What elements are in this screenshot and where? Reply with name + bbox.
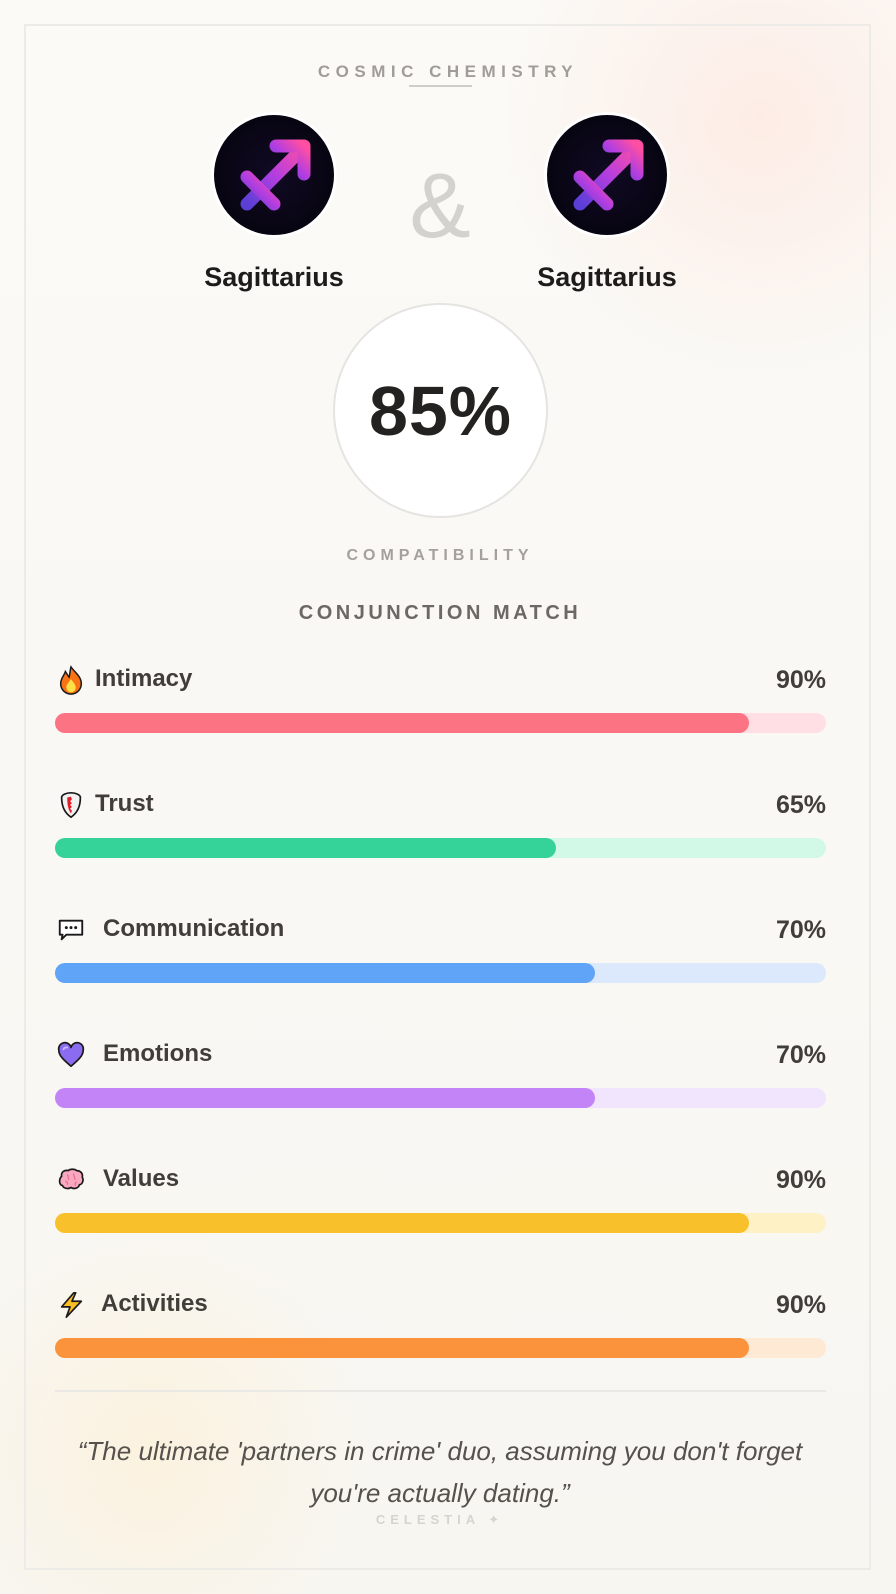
progress-fill — [55, 713, 749, 733]
header-title: COSMIC CHEMISTRY — [317, 62, 579, 81]
divider — [55, 1390, 826, 1392]
metric-trust: Trust 65% — [55, 787, 826, 858]
metric-activities: Activities 90% — [55, 1287, 826, 1358]
sign-name-right: Sagittarius — [537, 262, 677, 292]
metric-value: 65% — [775, 791, 826, 819]
metric-intimacy: Intimacy 90% — [55, 662, 826, 733]
card-frame — [24, 24, 871, 1570]
progress-fill — [55, 838, 557, 858]
sign-avatar-right — [547, 115, 667, 235]
progress-track — [55, 1338, 826, 1358]
metric-label: Communication — [103, 915, 285, 942]
metric-communication: Communication 70% — [55, 912, 826, 983]
metric-value: 70% — [775, 916, 826, 944]
sign-avatar-left — [214, 115, 334, 235]
sagittarius-icon — [573, 139, 644, 211]
brand-watermark: CELESTIA ✦ — [375, 1512, 505, 1527]
section-title: CONJUNCTION MATCH — [298, 602, 582, 624]
progress-track — [55, 1213, 826, 1233]
progress-fill — [55, 1213, 749, 1233]
metric-values: Values 90% — [55, 1162, 826, 1233]
metric-value: 90% — [775, 1166, 826, 1194]
sign-name-left: Sagittarius — [204, 262, 344, 292]
metric-label: Trust — [95, 790, 154, 817]
progress-fill — [55, 1338, 749, 1358]
compatibility-score: 85% — [368, 371, 513, 450]
progress-track — [55, 1088, 826, 1108]
sagittarius-icon — [240, 139, 311, 211]
speech-bubble-icon — [55, 914, 87, 946]
purple-heart-icon — [55, 1039, 87, 1071]
progress-fill — [55, 963, 595, 983]
shield-icon — [55, 789, 87, 821]
brain-icon — [55, 1164, 87, 1196]
metric-value: 90% — [775, 1291, 826, 1319]
metric-label: Values — [103, 1165, 180, 1192]
progress-track — [55, 838, 826, 858]
compatibility-label: COMPATIBILITY — [346, 547, 534, 564]
metric-label: Emotions — [103, 1040, 213, 1067]
progress-track — [55, 713, 826, 733]
metric-emotions: Emotions 70% — [55, 1037, 826, 1108]
metric-value: 90% — [775, 666, 826, 694]
compatibility-quote: “The ultimate 'partners in crime' duo, a… — [77, 1436, 803, 1508]
metric-label: Activities — [101, 1290, 208, 1317]
lightning-icon — [55, 1289, 87, 1321]
ampersand: & — [409, 155, 471, 257]
metric-value: 70% — [775, 1041, 826, 1069]
metric-label: Intimacy — [95, 665, 193, 692]
fire-icon — [55, 664, 87, 696]
progress-fill — [55, 1088, 595, 1108]
header-underline — [409, 85, 472, 87]
compatibility-score-circle: 85% — [333, 303, 548, 518]
progress-track — [55, 963, 826, 983]
